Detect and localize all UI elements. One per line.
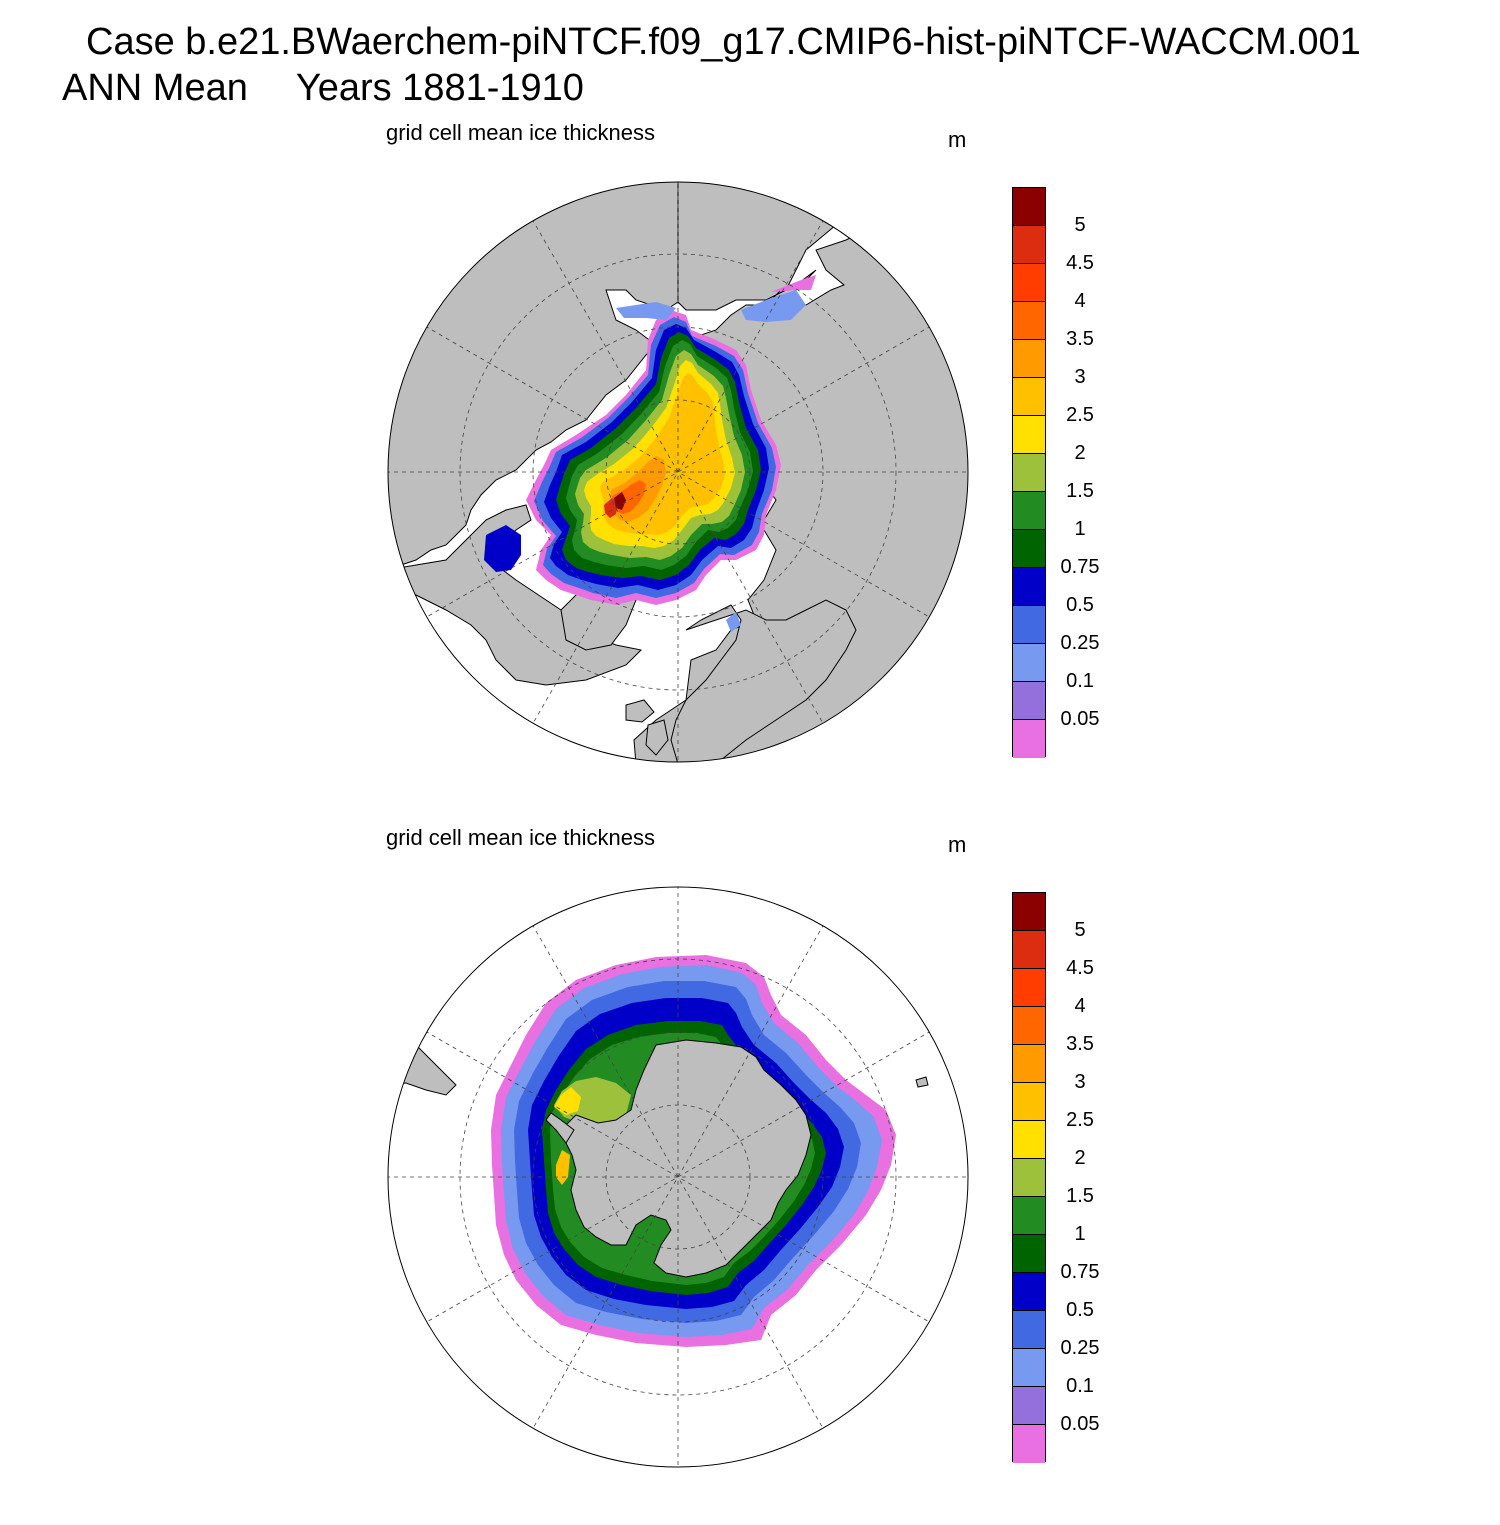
colorbar-segment — [1013, 720, 1045, 758]
colorbar-segment — [1013, 1425, 1045, 1463]
peninsula-land — [545, 1112, 575, 1144]
colorbar-segment — [1013, 378, 1045, 416]
arctic-ice-map — [387, 181, 969, 763]
hudson-ice — [484, 525, 521, 572]
colorbar-tick-label: 0.1 — [1066, 670, 1094, 692]
colorbar-tick-label: 0.5 — [1066, 1299, 1094, 1321]
colorbar-tick-label: 4 — [1074, 995, 1086, 1017]
colorbar-segment — [1013, 1235, 1045, 1273]
colorbar-segment — [1013, 969, 1045, 1007]
colorbar-tick-label: 1 — [1074, 518, 1086, 540]
colorbar-segment — [1013, 1197, 1045, 1235]
colorbar-tick-label: 0.1 — [1066, 1375, 1094, 1397]
colorbar-tick-label: 0.05 — [1060, 1413, 1100, 1435]
colorbar-segment — [1013, 340, 1045, 378]
colorbar-segment — [1013, 893, 1045, 931]
okhotsk-ice-edge — [771, 275, 816, 292]
colorbar-tick-label: 3 — [1074, 366, 1086, 388]
colorbar-segment — [1013, 644, 1045, 682]
ice-4.5 — [604, 498, 618, 518]
island-small — [915, 1076, 929, 1088]
colorbar-segment — [1013, 1349, 1045, 1387]
colorbar-tick-label: 4.5 — [1066, 957, 1094, 979]
colorbar-tick-label: 2.5 — [1066, 1109, 1094, 1131]
colorbar-tick-label: 4 — [1074, 290, 1086, 312]
panel-title: grid cell mean ice thickness — [386, 120, 656, 145]
ice-2.5 — [554, 1087, 581, 1115]
colorbar-tick-label: 1 — [1074, 1223, 1086, 1245]
colorbar-tick-label: 0.75 — [1060, 556, 1100, 578]
colorbar-tick-label: 0.5 — [1066, 594, 1094, 616]
colorbar-segment — [1013, 1121, 1045, 1159]
colorbar-tick-label: 2 — [1074, 442, 1086, 464]
colorbar-segment — [1013, 454, 1045, 492]
ice-2.5-peninsula — [556, 1150, 570, 1185]
colorbar-segment — [1013, 188, 1045, 226]
colorbar-tick-label: 2.5 — [1066, 404, 1094, 426]
colorbar-tick-label: 5 — [1074, 214, 1086, 236]
baltic-ice — [726, 612, 741, 632]
colorbar-segment — [1013, 1159, 1045, 1197]
graticule — [388, 182, 968, 762]
panel-title: grid cell mean ice thickness — [386, 825, 656, 850]
colorbar-south — [1012, 892, 1046, 1463]
mean-period-title: ANN Mean Years 1881-1910 — [62, 68, 584, 108]
colorbar-segment — [1013, 1387, 1045, 1425]
colorbar-tick-label: 0.25 — [1060, 632, 1100, 654]
colorbar-segment — [1013, 931, 1045, 969]
colorbar-tick-label: 5 — [1074, 919, 1086, 941]
units-label: m — [948, 127, 967, 152]
colorbar-tick-label: 0.05 — [1060, 708, 1100, 730]
colorbar-segment — [1013, 226, 1045, 264]
panel-north: grid cell mean ice thickness m — [0, 115, 1500, 820]
colorbar-segment — [1013, 416, 1045, 454]
iceland-land — [625, 699, 655, 723]
ice-5 — [614, 492, 626, 510]
colorbar-segment — [1013, 606, 1045, 644]
colorbar-segment — [1013, 1007, 1045, 1045]
colorbar-tick-label: 0.25 — [1060, 1337, 1100, 1359]
colorbar-tick-label: 0.75 — [1060, 1261, 1100, 1283]
ice-2 — [554, 1077, 631, 1125]
colorbar-segment — [1013, 264, 1045, 302]
colorbar-segment — [1013, 1311, 1045, 1349]
colorbar-tick-label: 2 — [1074, 1147, 1086, 1169]
colorbar-segment — [1013, 682, 1045, 720]
okhotsk-ice — [741, 290, 806, 322]
colorbar-tick-label: 4.5 — [1066, 252, 1094, 274]
colorbar-segment — [1013, 1273, 1045, 1311]
colorbar-segment — [1013, 568, 1045, 606]
years-label: Years 1881-1910 — [295, 67, 584, 109]
case-title: Case b.e21.BWaerchem-piNTCF.f09_g17.CMIP… — [86, 21, 1361, 63]
colorbar-segment — [1013, 302, 1045, 340]
colorbar-tick-label: 3.5 — [1066, 1033, 1094, 1055]
colorbar-tick-label: 3 — [1074, 1071, 1086, 1093]
map-boundary — [387, 181, 969, 763]
graticule — [388, 887, 968, 1467]
uk-land — [645, 719, 669, 756]
colorbar-segment — [1013, 492, 1045, 530]
colorbar-segment — [1013, 1045, 1045, 1083]
colorbar-tick-label: 1.5 — [1066, 480, 1094, 502]
colorbar-segment — [1013, 530, 1045, 568]
arctic-sea-ice — [484, 275, 816, 632]
colorbar-north — [1012, 187, 1046, 758]
colorbar-tick-label: 1.5 — [1066, 1185, 1094, 1207]
map-boundary — [387, 886, 969, 1468]
panel-south: grid cell mean ice thickness m — [0, 820, 1500, 1525]
antarctic-ice-map — [387, 886, 969, 1468]
colorbar-tick-label: 3.5 — [1066, 328, 1094, 350]
bering-ice — [616, 302, 676, 320]
colorbar-segment — [1013, 1083, 1045, 1121]
season-label: ANN Mean — [62, 67, 248, 109]
units-label: m — [948, 832, 967, 857]
